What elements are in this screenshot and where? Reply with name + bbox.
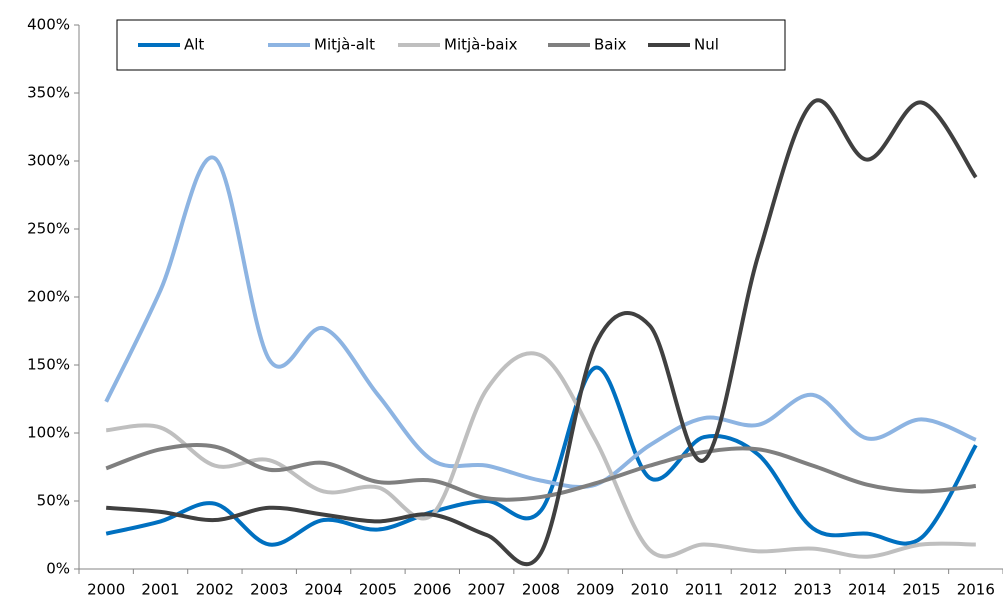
x-tick-label: 2012: [739, 581, 777, 599]
x-tick-label: 2010: [631, 581, 669, 599]
y-tick-label: 0%: [46, 560, 70, 578]
y-tick-label: 300%: [27, 152, 70, 170]
x-tick-label: 2004: [304, 581, 342, 599]
y-tick-label: 250%: [27, 220, 70, 238]
y-tick-label: 100%: [27, 424, 70, 442]
line: [105, 365, 978, 547]
x-tick-label: 2016: [957, 581, 995, 599]
x-tick-label: 2005: [359, 581, 397, 599]
legend-label: Baix: [594, 36, 627, 54]
x-tick-label: 2000: [87, 581, 125, 599]
x-tick-label: 2007: [468, 581, 506, 599]
x-tick-label: 2002: [196, 581, 234, 599]
y-tick-label: 350%: [27, 84, 70, 102]
x-tick-label: 2013: [794, 581, 832, 599]
y-tick-label: 200%: [27, 288, 70, 306]
line: [106, 98, 978, 567]
y-tick-label: 400%: [27, 16, 70, 34]
legend-label: Mitjà-baix: [444, 36, 518, 54]
x-tick-label: 2008: [522, 581, 560, 599]
legend-label: Mitjà-alt: [314, 36, 375, 54]
x-tick-label: 2011: [685, 581, 723, 599]
legend-label: Nul: [694, 36, 719, 54]
x-tick-label: 2001: [141, 581, 179, 599]
line: [105, 443, 977, 502]
legend-label: Alt: [184, 36, 204, 54]
y-tick-label: 150%: [27, 356, 70, 374]
x-tick-label: 2006: [413, 581, 451, 599]
x-tick-label: 2009: [576, 581, 614, 599]
line: [104, 155, 977, 489]
x-tick-label: 2015: [902, 581, 940, 599]
y-tick-label: 50%: [37, 492, 70, 510]
x-tick-label: 2014: [848, 581, 886, 599]
line: [105, 351, 976, 559]
x-tick-label: 2003: [250, 581, 288, 599]
